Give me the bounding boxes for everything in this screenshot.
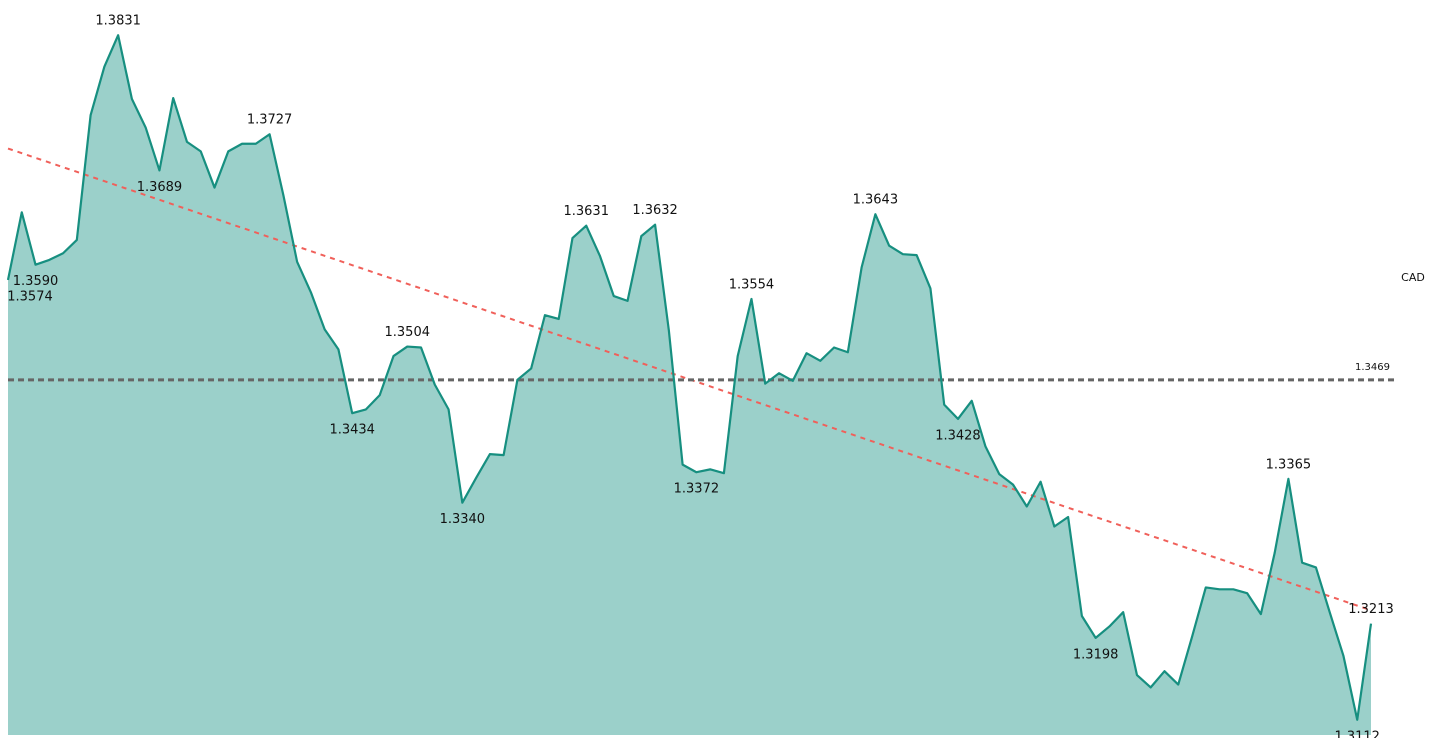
data-label: 1.3554 (729, 277, 775, 292)
data-label: 1.3574 (7, 289, 53, 304)
data-label: 1.3727 (247, 113, 293, 128)
data-label: 1.3590 (13, 274, 59, 289)
data-label: 1.3643 (853, 193, 899, 208)
data-label: 1.3213 (1348, 602, 1394, 617)
data-label: 1.3504 (385, 325, 431, 340)
series-line (6, 34, 1373, 721)
data-label: 1.3631 (563, 204, 609, 219)
data-label: 1.3340 (440, 512, 486, 527)
data-label: 1.3632 (632, 203, 678, 218)
data-label: 1.3831 (95, 14, 141, 29)
data-label: 1.3372 (674, 482, 720, 497)
data-label: 1.3434 (329, 423, 375, 438)
legend-label: CAD (1401, 271, 1425, 284)
data-label: 1.3689 (137, 180, 183, 195)
data-label: 1.3112 (1334, 729, 1380, 738)
mean-label: 1.3469 (1355, 362, 1390, 373)
area-fill (8, 35, 1371, 735)
data-label: 1.3198 (1073, 647, 1119, 662)
data-label: 1.3365 (1266, 457, 1312, 472)
data-label: 1.3428 (935, 428, 981, 443)
